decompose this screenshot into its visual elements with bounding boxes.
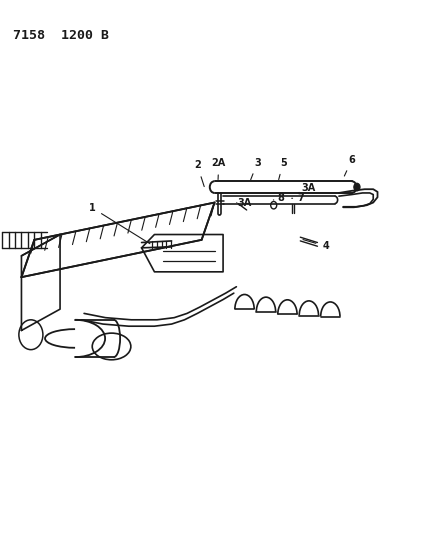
- Text: 5: 5: [280, 158, 287, 167]
- Text: 2A: 2A: [211, 158, 226, 167]
- Text: 7: 7: [297, 193, 304, 203]
- Text: 4: 4: [323, 241, 329, 251]
- Text: 7158  1200 B: 7158 1200 B: [13, 29, 109, 42]
- Text: 8: 8: [278, 193, 284, 203]
- Text: 2: 2: [194, 160, 201, 170]
- Text: 6: 6: [348, 155, 355, 165]
- Text: 3A: 3A: [302, 183, 316, 192]
- Text: 1: 1: [89, 203, 96, 213]
- Text: 3: 3: [254, 158, 261, 167]
- Text: 3A: 3A: [237, 198, 252, 207]
- Circle shape: [354, 183, 360, 191]
